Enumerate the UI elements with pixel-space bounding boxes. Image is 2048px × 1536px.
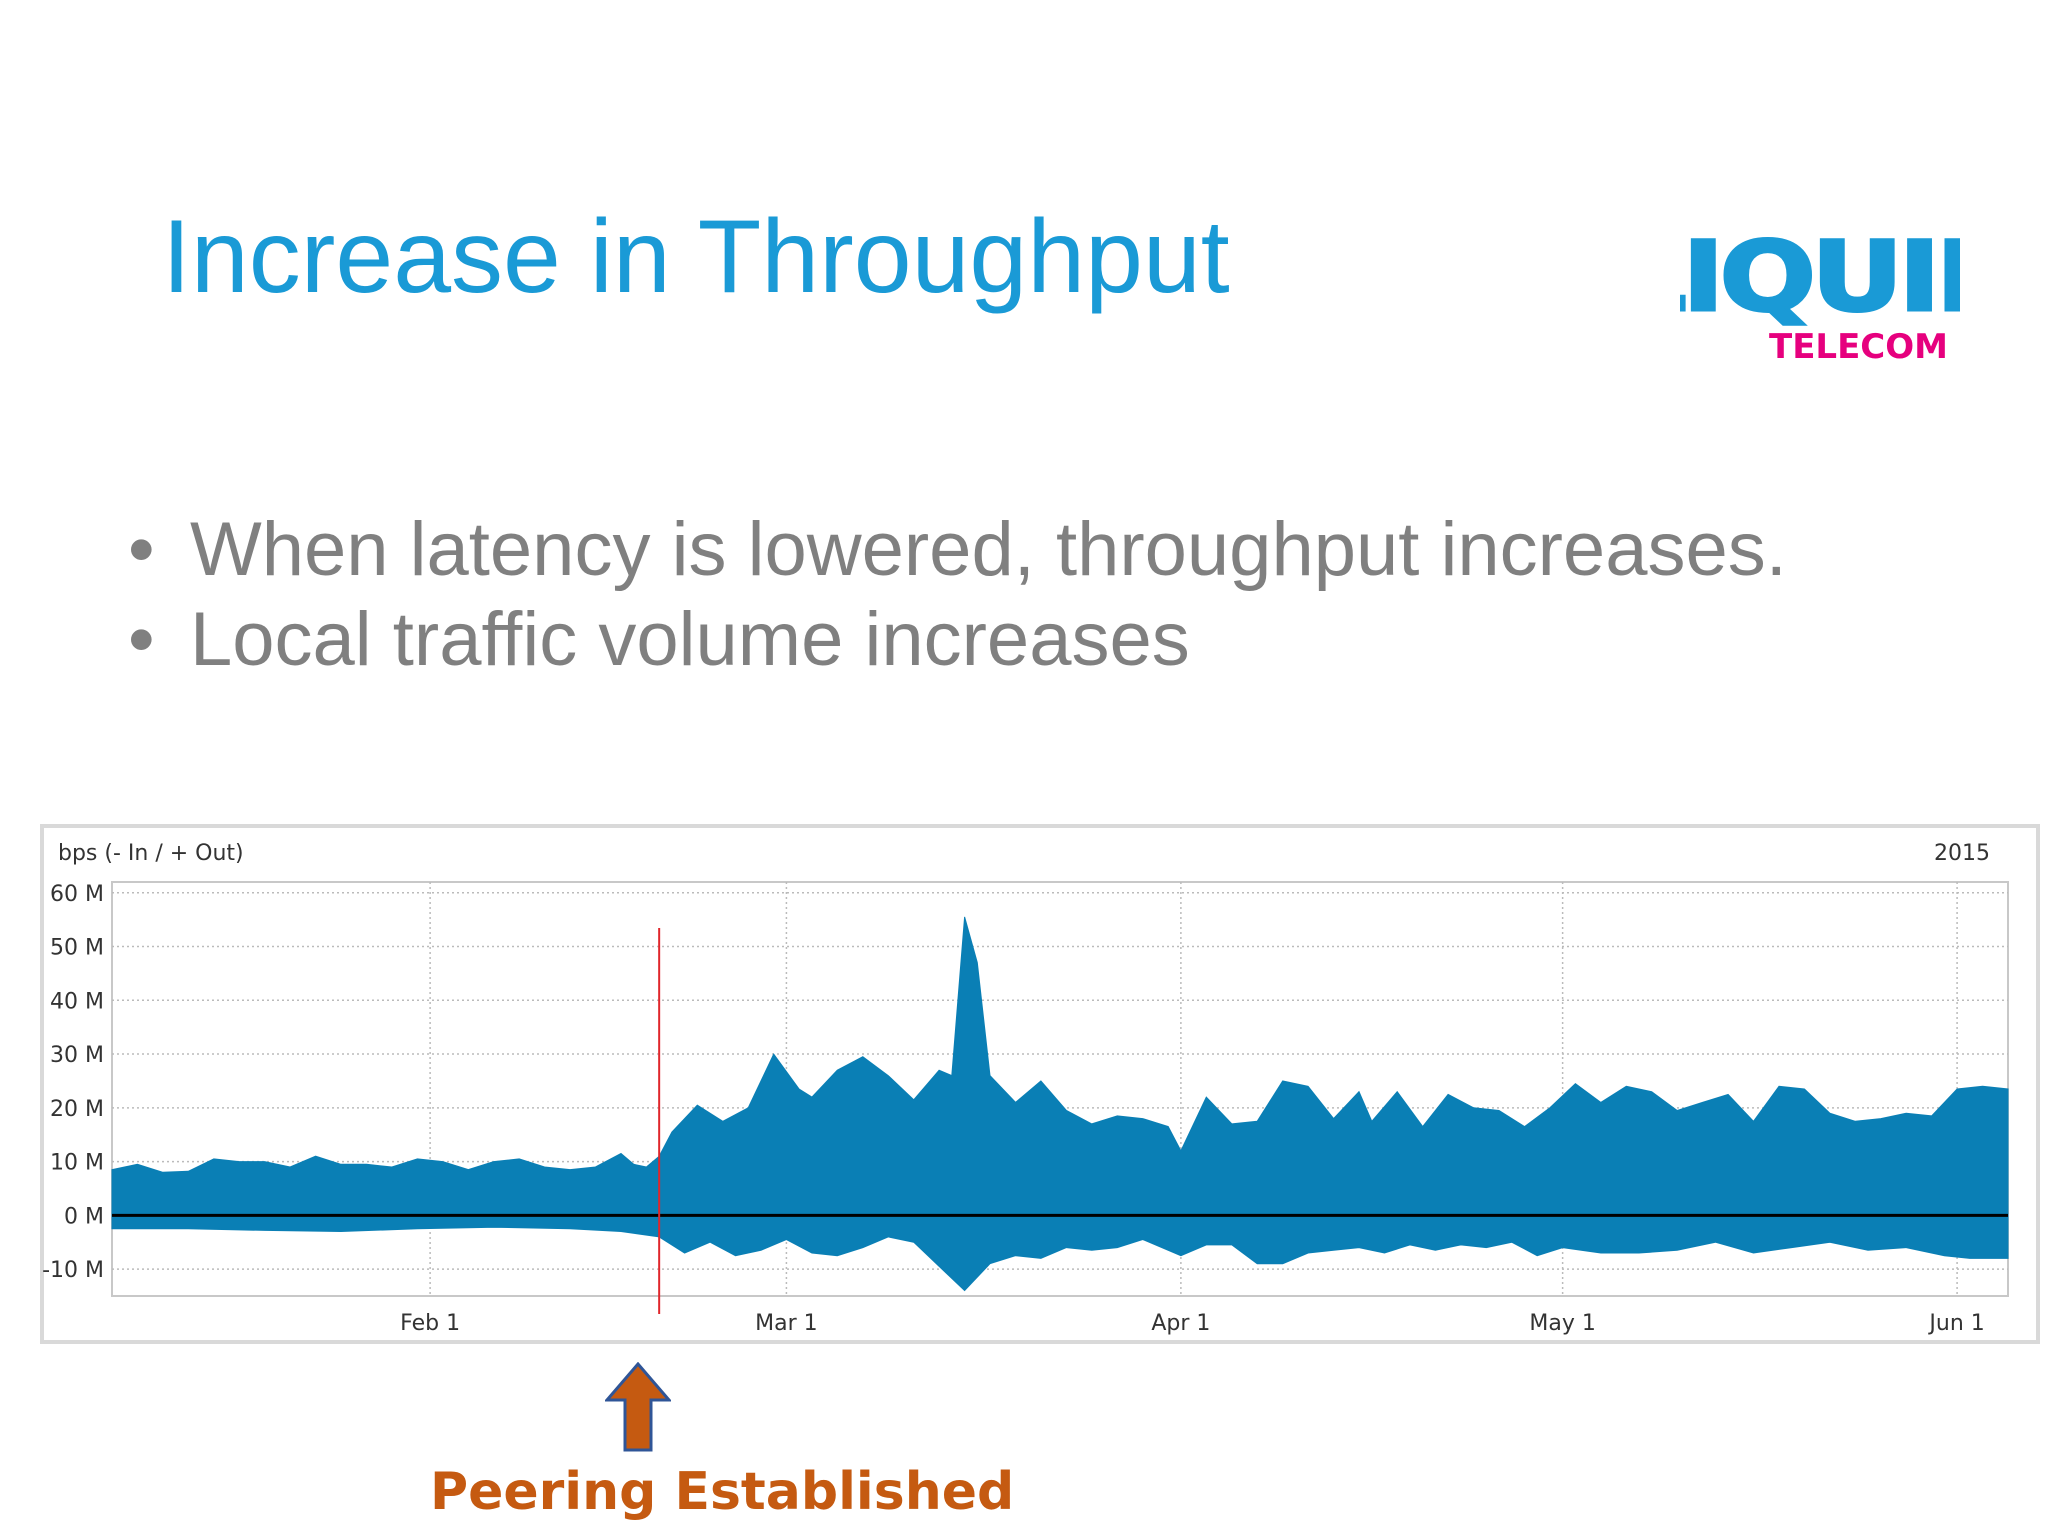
bullet-item: When latency is lowered, throughput incr… bbox=[128, 505, 1787, 595]
slide-title: Increase in Throughput bbox=[162, 199, 1230, 315]
liquid-telecom-logo: LIQUID TELECOM bbox=[1680, 220, 1960, 367]
year-label: 2015 bbox=[1934, 841, 1990, 866]
peering-annotation-label: Peering Established bbox=[430, 1462, 1015, 1522]
y-tick-label: -10 M bbox=[42, 1258, 104, 1283]
y-tick-label: 10 M bbox=[50, 1151, 104, 1176]
x-tick-label: May 1 bbox=[1529, 1311, 1595, 1336]
logo-word: LIQUID bbox=[1680, 221, 1960, 333]
x-tick-label: Jun 1 bbox=[1927, 1311, 1984, 1336]
series-area-out bbox=[111, 916, 2009, 1216]
up-arrow-icon bbox=[605, 1362, 671, 1452]
y-tick-label: 40 M bbox=[50, 989, 104, 1014]
x-tick-label: Feb 1 bbox=[400, 1311, 460, 1336]
bullet-item: Local traffic volume increases bbox=[128, 595, 1787, 685]
y-tick-label: 60 M bbox=[50, 882, 104, 907]
logo-subword: TELECOM bbox=[1769, 327, 1948, 367]
x-tick-label: Mar 1 bbox=[755, 1311, 818, 1336]
y-tick-label: 0 M bbox=[64, 1204, 104, 1229]
y-tick-label: 20 M bbox=[50, 1097, 104, 1122]
bullet-list: When latency is lowered, throughput incr… bbox=[128, 505, 1787, 685]
data-area bbox=[111, 916, 2009, 1292]
throughput-chart: 60 M 50 M 40 M 30 M 20 M 10 M 0 M -10 M Feb 1 Mar… bbox=[42, 841, 2009, 1336]
axes: 60 M 50 M 40 M 30 M 20 M 10 M 0 M -10 M Feb 1 Mar… bbox=[42, 882, 2008, 1336]
y-axis-label: bps (- In / + Out) bbox=[58, 841, 244, 866]
y-tick-label: 50 M bbox=[50, 936, 104, 961]
x-tick-label: Apr 1 bbox=[1151, 1311, 1210, 1336]
series-area-in bbox=[111, 1214, 2009, 1292]
y-tick-label: 30 M bbox=[50, 1043, 104, 1068]
